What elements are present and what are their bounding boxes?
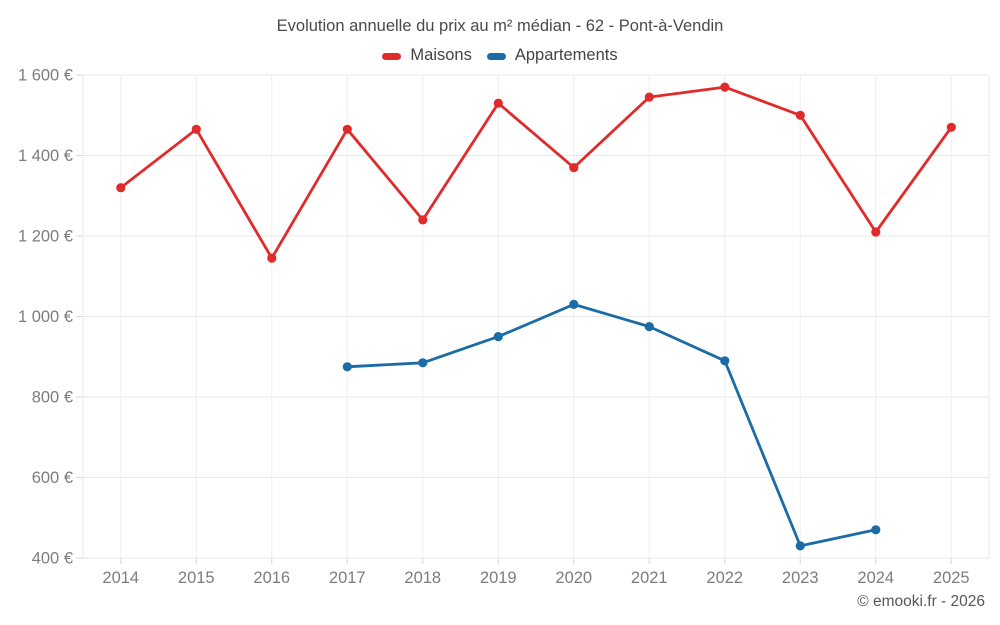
legend-label-appartements: Appartements (514, 46, 618, 64)
x-axis-label: 2016 (253, 569, 290, 587)
data-point-appartements-2023[interactable] (795, 541, 805, 551)
data-point-maisons-2020[interactable] (569, 163, 579, 173)
y-axis-label: 800 € (32, 389, 73, 407)
data-point-maisons-2015[interactable] (191, 124, 201, 134)
data-point-appartements-2024[interactable] (871, 525, 881, 535)
watermark: © emooki.fr - 2026 (857, 593, 985, 610)
data-point-maisons-2021[interactable] (644, 92, 654, 102)
x-axis-label: 2025 (933, 569, 970, 587)
y-axis-label: 600 € (32, 469, 73, 487)
data-point-appartements-2021[interactable] (644, 322, 654, 332)
chart-title: Evolution annuelle du prix au m² médian … (276, 17, 724, 35)
data-point-appartements-2018[interactable] (418, 358, 428, 368)
data-point-appartements-2020[interactable] (569, 299, 579, 309)
data-point-maisons-2014[interactable] (116, 183, 126, 193)
y-axis-label: 1 600 € (18, 67, 73, 85)
y-axis-label: 1 400 € (18, 147, 73, 165)
data-point-maisons-2018[interactable] (418, 215, 428, 225)
legend: Maisons Appartements (0, 46, 1000, 65)
legend-swatch-appartements-icon (486, 52, 506, 60)
y-axis-label: 1 200 € (18, 228, 73, 246)
x-axis-label: 2015 (178, 569, 215, 587)
data-point-appartements-2022[interactable] (720, 356, 730, 366)
x-axis-label: 2020 (555, 569, 592, 587)
series-line-appartements (345, 303, 878, 548)
x-axis-label: 2024 (857, 569, 894, 587)
data-point-maisons-2024[interactable] (871, 227, 881, 237)
data-point-maisons-2022[interactable] (720, 82, 730, 92)
y-axis-label: 1 000 € (18, 308, 73, 326)
x-axis-label: 2014 (102, 569, 139, 587)
x-axis-label: 2023 (782, 569, 819, 587)
x-axis-label: 2017 (329, 569, 366, 587)
y-axis-label: 400 € (32, 550, 73, 568)
data-point-maisons-2023[interactable] (795, 110, 805, 120)
x-axis-label: 2018 (404, 569, 441, 587)
data-point-appartements-2017[interactable] (342, 362, 352, 372)
legend-item-appartements[interactable]: Appartements (486, 46, 618, 65)
data-point-maisons-2019[interactable] (493, 98, 503, 108)
legend-item-maisons[interactable]: Maisons (382, 46, 472, 65)
data-point-maisons-2025[interactable] (946, 122, 956, 132)
data-point-maisons-2017[interactable] (342, 124, 352, 134)
series-line-maisons (119, 85, 953, 260)
data-point-appartements-2019[interactable] (493, 332, 503, 342)
x-axis-label: 2019 (480, 569, 517, 587)
legend-label-maisons: Maisons (410, 46, 472, 64)
x-axis-label: 2021 (631, 569, 668, 587)
x-axis-label: 2022 (706, 569, 743, 587)
data-point-maisons-2016[interactable] (267, 253, 277, 263)
legend-swatch-maisons-icon (382, 52, 402, 60)
